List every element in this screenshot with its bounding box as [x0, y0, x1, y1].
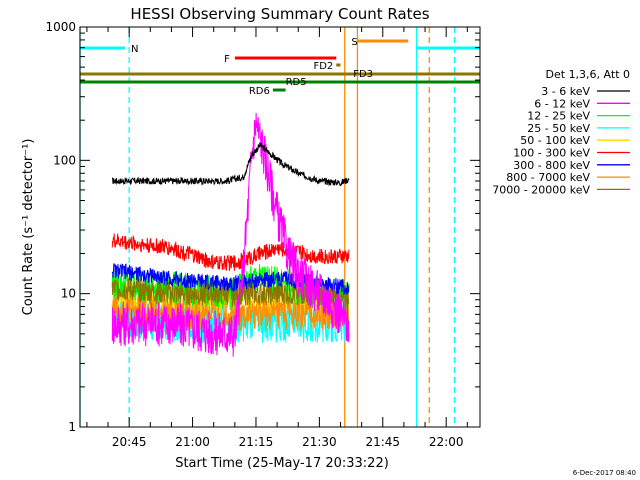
y-axis-label: Count Rate (s⁻¹ detector⁻¹) [21, 139, 36, 316]
x-tick-label: 21:15 [239, 435, 274, 449]
legend-label: 50 - 100 keV [520, 134, 590, 147]
flag-label-fd2: FD2 [313, 61, 333, 72]
legend-label: 800 - 7000 keV [506, 171, 590, 184]
legend-label: 25 - 50 keV [527, 122, 590, 135]
y-tick-label: 1 [68, 420, 76, 434]
flag-bars: N S F FD2 FD3 RD6 RD5 [80, 37, 480, 97]
legend-label: 100 - 300 keV [513, 147, 590, 160]
x-axis-label: Start Time (25-May-17 20:33:22) [175, 456, 389, 471]
series-line-1 [111, 112, 350, 357]
flag-label-f: F [224, 54, 230, 65]
x-tick-label: 21:30 [302, 435, 337, 449]
legend-label: 7000 - 20000 keV [492, 183, 590, 196]
series-line-5 [111, 233, 350, 271]
y-axis: 1 10 100 1000 [45, 20, 480, 434]
flag-label-s: S [351, 37, 357, 48]
flag-label-fd3: FD3 [353, 69, 373, 80]
y-tick-label: 100 [53, 153, 76, 167]
flag-label-rd6: RD6 [249, 86, 270, 97]
x-tick-label: 21:00 [175, 435, 210, 449]
legend-title: Det 1,3,6, Att 0 [546, 68, 630, 81]
series-line-0 [112, 142, 350, 187]
flag-label-n: N [131, 44, 138, 55]
footer-date: 6-Dec-2017 08:40 [573, 469, 636, 477]
y-tick-label: 10 [61, 287, 76, 301]
chart-title: HESSI Observing Summary Count Rates [130, 5, 429, 23]
x-axis: 20:45 21:00 21:15 21:30 21:45 22:00 [86, 27, 468, 449]
x-tick-label: 20:45 [112, 435, 147, 449]
plot-frame [79, 26, 481, 428]
x-tick-label: 22:00 [429, 435, 464, 449]
y-tick-label: 1000 [45, 20, 76, 34]
legend-label: 12 - 25 keV [527, 110, 590, 123]
flag-label-rd5: RD5 [286, 77, 307, 88]
series-lines [111, 112, 350, 357]
legend-label: 6 - 12 keV [534, 97, 590, 110]
x-tick-label: 21:45 [365, 435, 400, 449]
legend-label: 300 - 800 keV [513, 159, 590, 172]
legend-label: 3 - 6 keV [541, 85, 590, 98]
